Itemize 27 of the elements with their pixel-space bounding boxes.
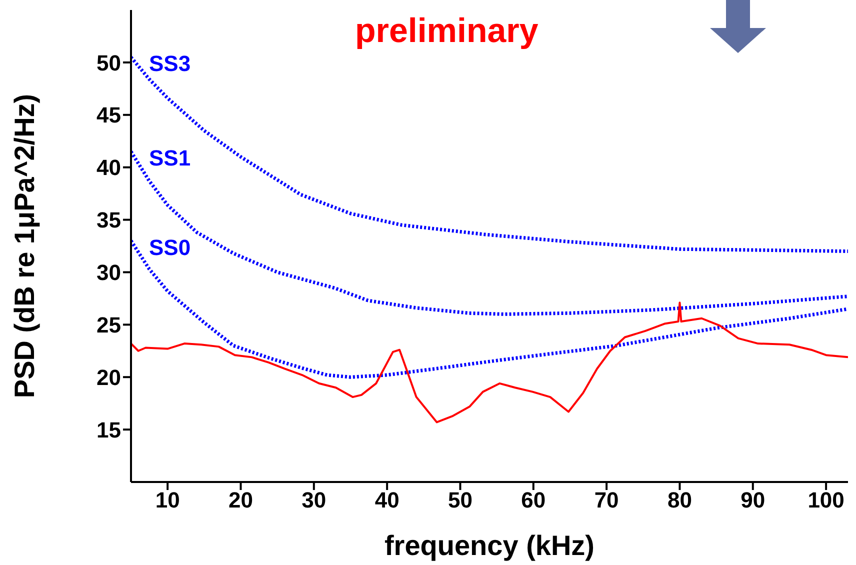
y-tick-label: 20 (96, 364, 121, 390)
series-label: SS0 (149, 234, 191, 260)
series-label: SS1 (149, 146, 191, 171)
line-series (131, 302, 848, 424)
y-tick-label: 40 (96, 155, 121, 180)
y-tick-label: 50 (96, 50, 121, 76)
series-label: SS3 (149, 51, 191, 76)
line-series (131, 150, 848, 316)
x-tick-label: 10 (155, 488, 180, 513)
y-tick-label: 25 (96, 312, 121, 338)
x-tick-label: 70 (594, 488, 619, 513)
x-tick-label: 40 (374, 488, 400, 513)
y-tick-label: 30 (96, 260, 121, 286)
x-tick-label: 50 (448, 488, 472, 513)
x-tick-label: 30 (302, 488, 326, 513)
x-tick-label: 90 (740, 488, 766, 513)
line-series (131, 239, 848, 379)
y-tick-label: 15 (96, 417, 121, 442)
x-tick-label: 60 (521, 488, 546, 513)
annotation: preliminary (355, 12, 538, 51)
y-tick-label: 45 (96, 102, 121, 128)
x-tick-label: 80 (667, 488, 692, 513)
y-tick-label: 35 (96, 208, 121, 233)
y-axis-title: PSD (dB re 1μPa^2/Hz) (8, 94, 40, 398)
x-tick-label: 20 (228, 488, 253, 513)
x-tick-label: 100 (808, 488, 844, 513)
x-axis-title: frequency (kHz) (384, 530, 595, 561)
